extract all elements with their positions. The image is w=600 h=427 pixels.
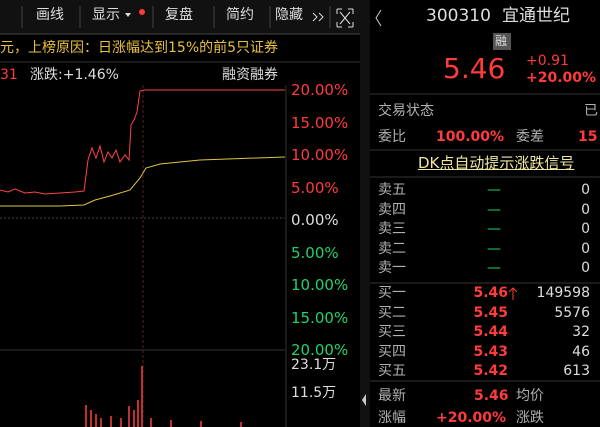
- dropdown-icon: [125, 13, 131, 17]
- diff-value: 15: [578, 129, 598, 145]
- price-axis-label: 5.00%: [291, 243, 339, 262]
- volume-axis-label: 11.5万: [291, 385, 337, 401]
- volume-bars: [85, 366, 242, 427]
- ask-label: 卖五: [378, 182, 406, 198]
- bid-label: 买五: [378, 363, 406, 379]
- collapse-icon: [312, 12, 324, 22]
- bid-price: 5.44: [473, 324, 508, 340]
- bid-price: 5.42: [473, 363, 508, 379]
- ask-price: —: [487, 201, 501, 218]
- notice: 元，上榜原因：日涨幅达到15%的前5只证券: [0, 40, 279, 56]
- ask-label: 卖四: [378, 201, 406, 218]
- change: 涨跌:+1.46%: [30, 67, 119, 83]
- price-axis-label: 0.00%: [291, 211, 339, 229]
- bid-price: 5.45: [473, 304, 508, 321]
- margin-label[interactable]: 融资融券: [222, 67, 278, 83]
- status-value: 已: [584, 103, 598, 119]
- splitter: [360, 0, 370, 427]
- price-axis-label: 10.00%: [291, 146, 349, 164]
- toolbar-button[interactable]: 复盘: [165, 7, 193, 23]
- price-axis-label: 15.00%: [291, 308, 349, 327]
- toolbar-bg: [0, 0, 360, 34]
- bid-label: 买一: [378, 285, 406, 301]
- footer-label: 最新: [378, 388, 406, 404]
- footer-value: 5.46: [474, 388, 509, 404]
- bid-label: 买二: [378, 304, 406, 321]
- toolbar-separators: [21, 6, 331, 28]
- footer-label: 均价: [516, 388, 544, 404]
- ask-price: —: [487, 221, 501, 237]
- ask-label: 卖一: [378, 260, 406, 276]
- price-axis-label: 20.00%: [291, 81, 349, 99]
- ask-volume: 0: [581, 201, 590, 218]
- ask-price: —: [487, 182, 501, 198]
- ask-label: 卖二: [378, 240, 406, 257]
- splitter-arrow: [362, 394, 366, 406]
- signal-link[interactable]: DK点自动提示涨跌信号: [418, 154, 575, 172]
- ratio-label: 委比: [378, 129, 406, 145]
- bid-label: 买四: [378, 343, 406, 360]
- panel-dividers: [370, 93, 600, 382]
- bid-volume: 149598: [536, 285, 590, 301]
- badge-dot: [139, 9, 145, 15]
- ratio-value: 100.00%: [436, 129, 505, 145]
- badge-bg: [493, 33, 511, 50]
- volume-axis-label: 23.1万: [291, 357, 337, 373]
- toolbar-button[interactable]: 简约: [226, 7, 254, 23]
- footer-label: 涨跌: [516, 410, 544, 426]
- price-axis-label: 20.00%: [291, 341, 349, 359]
- stock-name: 宜通世纪: [502, 6, 570, 26]
- footer-value: +20.00%: [436, 410, 507, 426]
- bid-volume: 32: [572, 324, 590, 340]
- fullscreen-icon: [336, 8, 354, 28]
- ask-price: —: [487, 240, 501, 257]
- ask-volume: 0: [581, 260, 590, 276]
- bid-volume: 613: [563, 363, 590, 379]
- bid-volume: 46: [572, 343, 590, 360]
- toolbar-button[interactable]: 画线: [36, 7, 64, 23]
- ask-volume: 0: [581, 182, 590, 198]
- ask-volume: 0: [581, 221, 590, 237]
- code-tail: 31: [0, 67, 18, 83]
- ask-price: —: [487, 260, 501, 276]
- bid-label: 买三: [378, 324, 406, 340]
- back-icon: [375, 9, 382, 27]
- price-line: [0, 89, 285, 195]
- stock-code: 300310: [426, 6, 491, 26]
- diff-label: 委差: [516, 129, 544, 145]
- toolbar-button[interactable]: 显示: [92, 7, 120, 23]
- price-axis-label: 15.00%: [291, 113, 349, 132]
- badge: 融: [495, 34, 508, 48]
- ask-label: 卖三: [378, 221, 406, 237]
- footer-label: 涨幅: [378, 410, 406, 426]
- price-axis-label: 10.00%: [291, 276, 349, 294]
- price-axis-label: 5.00%: [291, 178, 339, 197]
- bid-price: 5.46: [473, 285, 508, 301]
- price-percent: +20.00%: [526, 70, 597, 86]
- up-arrow: [508, 287, 518, 300]
- status-label: 交易状态: [378, 103, 434, 119]
- bid-volume: 5576: [554, 304, 590, 321]
- average-line: [0, 156, 286, 207]
- price-change: +0.91: [526, 53, 569, 69]
- bid-price: 5.43: [473, 343, 508, 360]
- toolbar-button[interactable]: 隐藏: [275, 7, 303, 23]
- price: 5.46: [443, 52, 506, 85]
- ask-volume: 0: [581, 240, 590, 257]
